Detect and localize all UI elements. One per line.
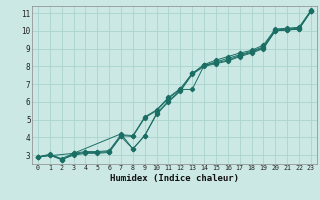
X-axis label: Humidex (Indice chaleur): Humidex (Indice chaleur) — [110, 174, 239, 183]
